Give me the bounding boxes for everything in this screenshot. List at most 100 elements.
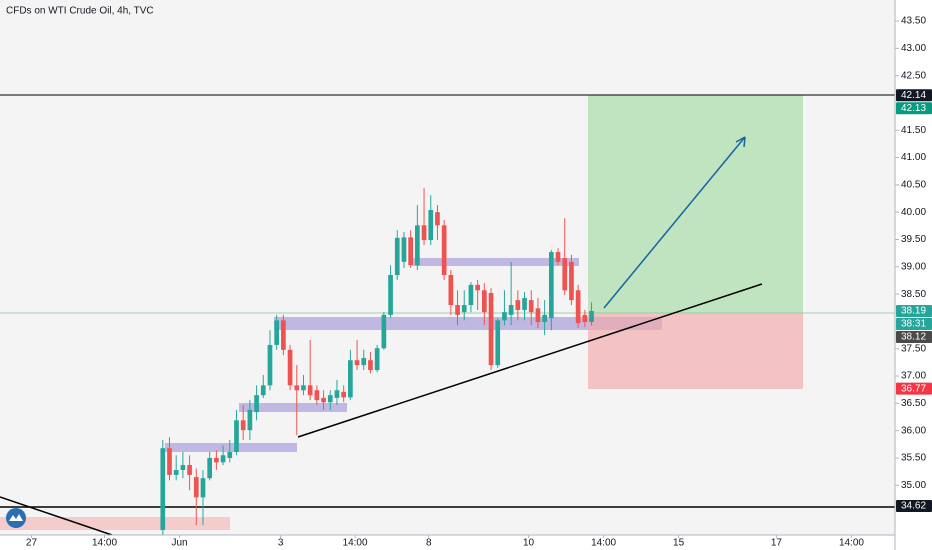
y-tick-label: 36.50 [901,398,926,409]
candle-body [193,477,199,498]
candle-body [247,409,253,431]
candle-body [401,237,407,262]
x-tick-label: 14:00 [591,538,616,549]
candle-body [394,237,400,276]
y-tick-label: 36.00 [901,425,926,436]
candle-body [455,305,460,315]
candle-body [415,225,420,266]
price-label: 38:31 [901,319,926,330]
candle-body [301,385,306,391]
price-label: 42.13 [901,103,926,114]
candle-body [548,252,554,319]
zone [412,258,579,266]
candle-body [227,451,233,458]
stop-zone [588,314,803,389]
logo-icon [9,514,23,521]
candle-body [234,420,239,452]
candle-body [160,448,166,531]
logo-circle [6,508,26,528]
x-tick-label: 14:00 [92,538,117,549]
candle-body [240,420,246,431]
candle-body [528,300,534,313]
price-label: 38.19 [901,306,926,317]
price-label-box [896,305,932,318]
candle-body [502,312,507,321]
zone [239,403,347,412]
candle-body [441,225,447,276]
zone [274,317,662,330]
logo [6,508,26,528]
candle-body [542,314,547,322]
candle-body [562,258,568,291]
y-tick-label: 39.50 [901,234,926,245]
candle-body [274,320,280,345]
candle-body [294,385,300,391]
x-tick-label: 14:00 [343,538,368,549]
y-tick-label: 42.50 [901,70,926,81]
candle-body [220,455,226,463]
price-label: 38.12 [901,332,926,343]
candle-body [555,252,561,262]
candle-body [515,300,521,310]
candle-body [267,344,273,386]
x-tick-label: 27 [26,538,38,549]
y-tick-label: 40.00 [901,207,926,218]
y-tick-label: 35.50 [901,453,926,464]
price-axis [895,0,932,550]
y-tick-label: 37.00 [901,371,926,382]
candle-body [314,390,320,401]
candle-body [368,360,373,371]
y-tick-label: 43.00 [901,43,926,54]
price-label: 34.62 [901,501,926,512]
candle-body [374,348,380,371]
arrow-line [603,136,746,309]
candle-body [589,311,594,322]
trend-line [297,283,763,438]
target-zone [588,95,803,314]
y-tick-label: 39.00 [901,261,926,272]
candle-body [482,290,487,313]
candle-body [582,314,588,322]
candle-body [488,293,494,366]
candle-body [575,290,581,324]
candle-body [361,358,367,366]
x-tick-label: 15 [673,538,685,549]
candle-body [207,457,213,479]
candle-body [435,212,440,226]
price-label: 36.77 [901,383,926,394]
zone [165,443,297,452]
trend-line [0,496,113,536]
y-tick-label: 41.00 [901,152,926,163]
price-label-box [896,318,932,331]
y-tick-label: 40.50 [901,180,926,191]
candle-body [468,284,474,306]
candle-body [334,390,340,398]
candle-body [173,470,179,475]
candles [160,188,594,535]
y-tick-label: 43.50 [901,16,926,27]
candle-body [475,284,480,291]
candle-body [321,397,326,403]
candle-body [307,385,313,396]
candle-body [341,391,347,398]
candle-body [354,360,360,366]
candle-body [388,275,393,315]
price-label-box [896,500,932,513]
candle-body [461,305,467,313]
candle-body [348,360,353,398]
candle-body [535,308,541,322]
x-tick-label: 17 [771,538,783,549]
candle-body [448,275,454,306]
price-label-box [896,331,932,344]
x-tick-label: 3 [278,538,284,549]
candle-body [495,320,501,366]
candle-body [381,314,387,349]
candle-body [569,261,574,301]
candle-body [281,320,286,350]
candle-body [421,225,427,241]
x-tick-label: Jun [171,538,187,549]
y-tick-label: 41.50 [901,125,926,136]
price-label-box [896,89,932,102]
price-label-box [896,102,932,115]
